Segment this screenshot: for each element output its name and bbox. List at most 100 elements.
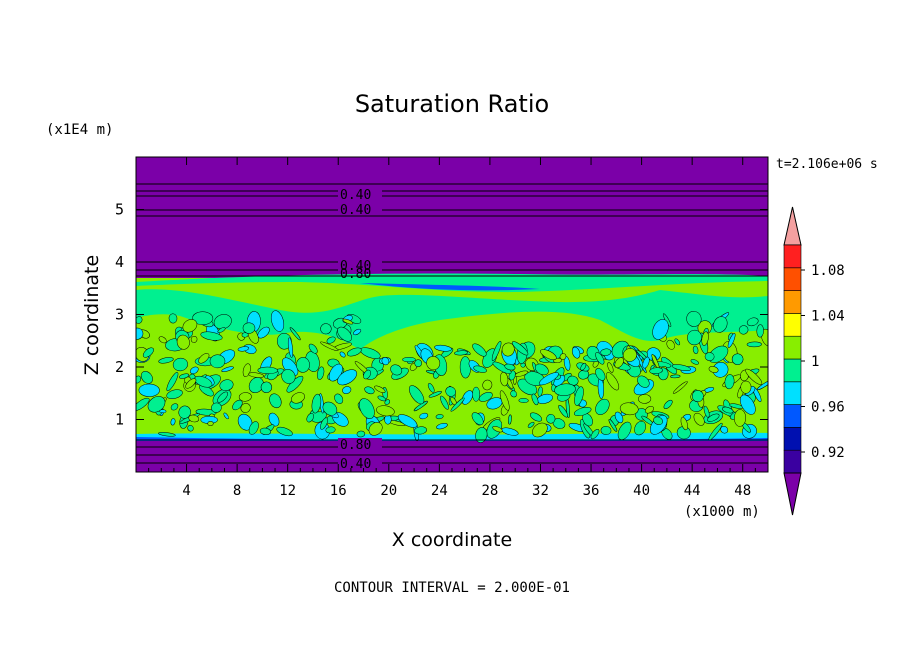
- contour-blob: [687, 329, 702, 346]
- contour-blob: [434, 344, 452, 352]
- contour-blob: [663, 399, 673, 409]
- contour-blob: [223, 412, 229, 420]
- contour-blob: [531, 393, 539, 406]
- contour-blob: [241, 332, 249, 338]
- contour-blob: [435, 414, 444, 420]
- contour-blob: [739, 394, 756, 415]
- contour-blob: [646, 347, 661, 362]
- contour-blob: [170, 403, 179, 411]
- contour-blob: [158, 357, 174, 364]
- contour-blob: [353, 328, 362, 336]
- contour-blob: [240, 403, 251, 413]
- colorbar: 1.08 1.04 1 0.96 0.92: [783, 206, 845, 516]
- contour-blob: [734, 409, 746, 427]
- contour-blob: [520, 362, 526, 368]
- contour-blob: [514, 370, 529, 377]
- contour-label: 0.40: [340, 203, 371, 218]
- contour-blob: [390, 364, 403, 376]
- colorbar-box: [783, 290, 802, 314]
- contour-blob: [217, 327, 226, 333]
- contour-blob: [703, 405, 710, 418]
- contour-blob: [554, 383, 576, 396]
- colorbar-box: [783, 427, 802, 451]
- contour-blob: [136, 397, 150, 411]
- contour-blob: [511, 341, 529, 356]
- contour-blob: [680, 416, 688, 431]
- contour-blob: [746, 341, 762, 348]
- contour-blob: [376, 405, 395, 417]
- contour-blob: [270, 310, 285, 332]
- contour-blob: [649, 367, 663, 374]
- contour-blob: [713, 316, 728, 333]
- y-unit-label: (x1E4 m): [46, 122, 113, 138]
- contour-blob: [374, 385, 386, 394]
- contour-label: 0.40: [340, 188, 371, 203]
- contour-blob: [508, 414, 512, 425]
- contour-blob: [209, 354, 226, 369]
- contour-blob: [704, 352, 715, 361]
- contour-blob: [614, 357, 624, 369]
- x-tick-label: 36: [583, 483, 600, 499]
- contour-blob: [158, 336, 167, 344]
- contour-blob: [617, 421, 632, 440]
- contour-blob: [320, 417, 328, 430]
- contour-blob: [311, 393, 322, 414]
- contour-blob: [334, 393, 344, 404]
- contour-blob: [745, 368, 763, 385]
- contour-blob: [414, 426, 427, 435]
- contour-blob: [712, 362, 729, 378]
- contour-blob: [178, 373, 190, 379]
- contour-blob: [492, 426, 503, 433]
- contour-blob: [600, 348, 612, 356]
- contour-blob: [573, 406, 592, 417]
- contour-blob: [138, 383, 160, 397]
- contour-blob: [537, 386, 543, 397]
- contour-blob: [461, 390, 473, 405]
- contour-blob: [674, 338, 681, 346]
- contour-blob: [558, 404, 568, 418]
- contour-blob: [140, 371, 153, 384]
- contour-labels: 0.40 0.40 0.40 0.80 0.80 0.40: [338, 188, 382, 472]
- contour-blob: [708, 366, 719, 373]
- contour-blob: [342, 318, 354, 325]
- contour-blob: [359, 398, 375, 419]
- contour-blob: [308, 343, 318, 354]
- contour-blob: [527, 421, 535, 428]
- contour-blob: [642, 356, 650, 369]
- contour-blob: [322, 401, 338, 416]
- contour-blob: [325, 426, 336, 434]
- contour-blob: [740, 380, 752, 394]
- contour-blob: [731, 353, 744, 365]
- contour-blob: [653, 416, 663, 425]
- contour-blob: [600, 426, 612, 435]
- contour-blob: [501, 342, 515, 357]
- y-axis-label: Z coordinate: [81, 255, 103, 375]
- contour-blob: [364, 386, 375, 395]
- contour-blob: [142, 347, 154, 358]
- contour-blob: [428, 391, 442, 398]
- contour-blob: [440, 395, 449, 410]
- contour-blob: [346, 347, 362, 357]
- contour-blob: [472, 343, 487, 357]
- y-tick-label: 3: [115, 306, 124, 324]
- contour-blob: [473, 365, 487, 373]
- contour-label: 0.40: [340, 259, 371, 274]
- contour-blob: [540, 349, 557, 360]
- x-tick-label: 32: [532, 483, 549, 499]
- contour-blob: [746, 317, 759, 327]
- contour-blob: [276, 426, 293, 437]
- contour-blob: [306, 413, 314, 423]
- upper-dry-streak: [360, 283, 540, 291]
- contour-lines: [136, 183, 768, 464]
- colorbar-box: [783, 449, 802, 474]
- contour-blob: [686, 310, 702, 327]
- contour-blob: [166, 389, 183, 400]
- colorbar-label: 1: [811, 354, 819, 370]
- x-tick-label: 40: [633, 483, 650, 499]
- contour-blob: [690, 359, 699, 365]
- contour-blob: [192, 311, 214, 325]
- contour-blob: [260, 381, 273, 393]
- contour-blob: [518, 398, 529, 403]
- contour-blob: [475, 427, 488, 443]
